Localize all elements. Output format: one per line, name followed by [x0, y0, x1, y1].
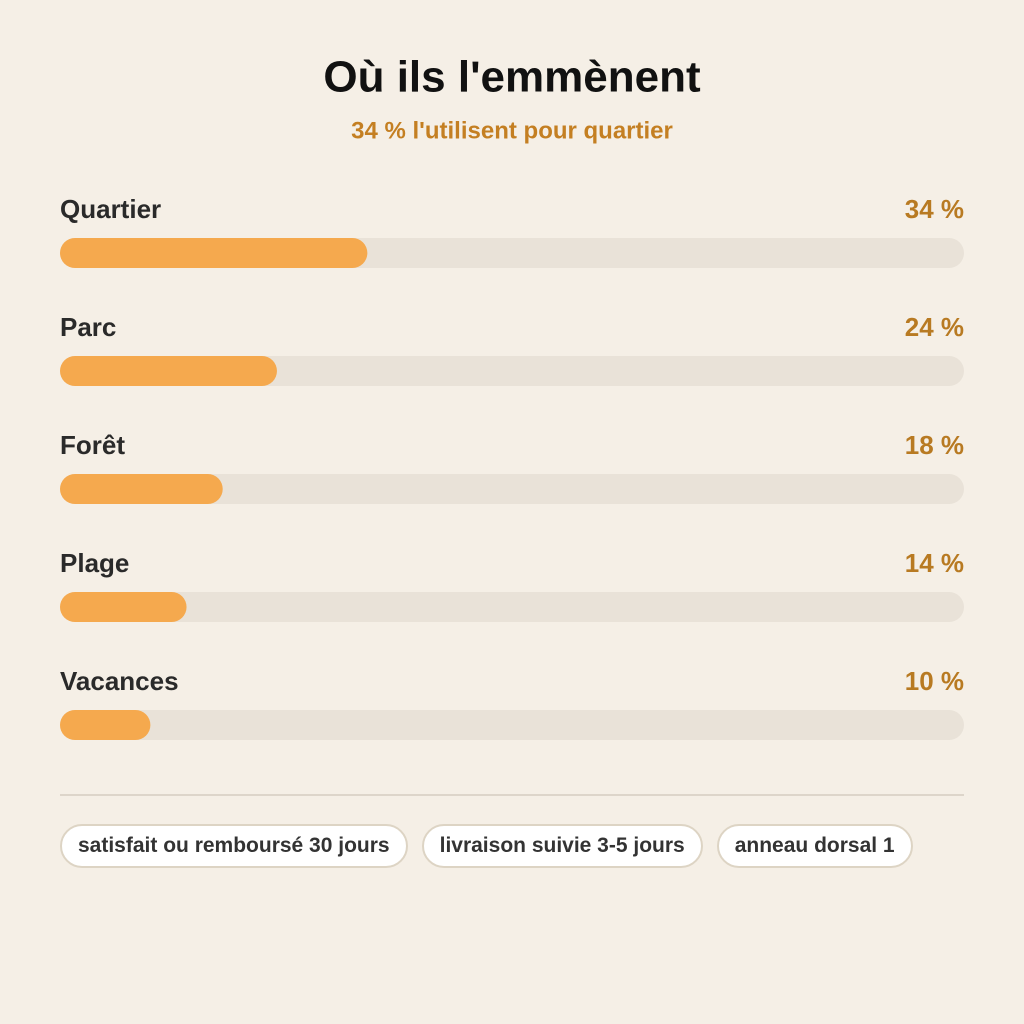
value-label: 10 %	[905, 666, 964, 696]
bar-track	[60, 710, 964, 740]
value-label: 14 %	[905, 548, 964, 578]
category-label: Plage	[60, 548, 129, 578]
chart-subtitle: 34 % l'utilisent pour quartier	[351, 117, 673, 144]
tag-chip: satisfait ou remboursé 30 jours	[60, 824, 408, 868]
tag-chip: livraison suivie 3-5 jours	[421, 824, 703, 868]
tag-chip: anneau dorsal 1	[716, 824, 913, 868]
value-label: 24 %	[905, 312, 964, 342]
bar-track	[60, 356, 964, 386]
category-label: Parc	[60, 312, 116, 342]
bar	[60, 238, 368, 268]
bar	[60, 356, 277, 386]
bar-track	[60, 592, 964, 622]
bar	[60, 474, 223, 504]
bar	[60, 592, 187, 622]
category-label: Forêt	[60, 430, 125, 460]
category-label: Vacances	[60, 666, 179, 696]
value-label: 34 %	[905, 194, 964, 224]
bar-track	[60, 474, 964, 504]
tag-list: satisfait ou remboursé 30 jours livraison…	[60, 824, 964, 868]
bar	[60, 710, 151, 740]
value-label: 18 %	[905, 430, 964, 460]
chart: Où ils l'emmènent 34 % l'utilisent pour …	[60, 53, 964, 740]
divider	[60, 794, 964, 796]
category-label: Quartier	[60, 194, 161, 224]
chart-title: Où ils l'emmènent	[323, 53, 701, 102]
